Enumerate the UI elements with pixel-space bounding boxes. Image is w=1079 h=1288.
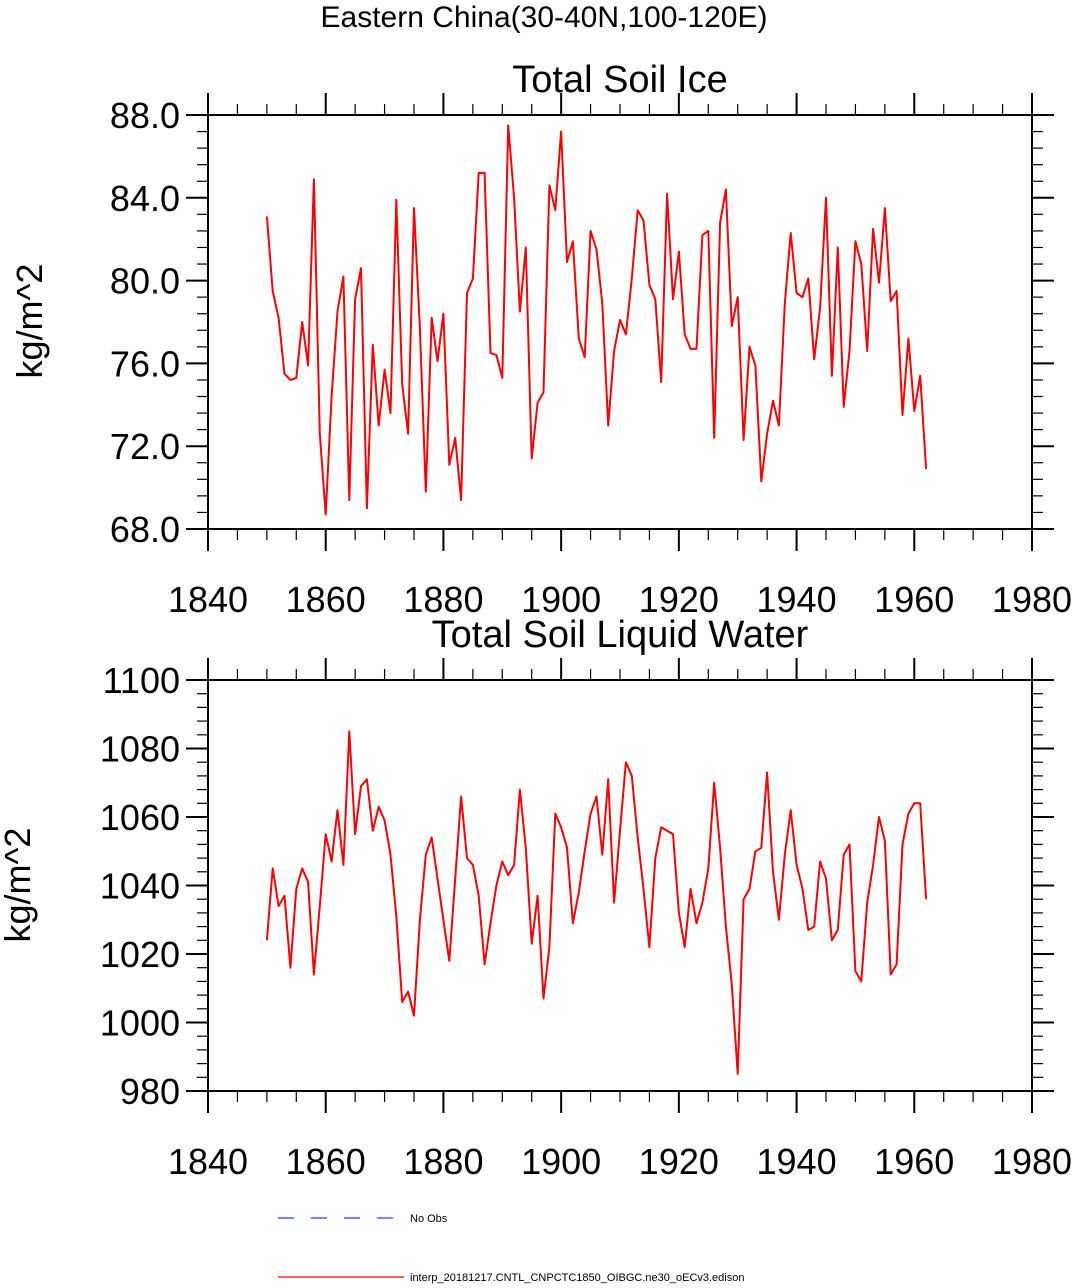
x-tick-label: 1860 [286,579,366,620]
x-tick-label: 1900 [521,579,601,620]
y-tick-label: 80.0 [110,261,180,302]
panel-total-soil-ice: Total Soil Ice kg/m^2 1840 1860 1880 1900 19… [9,59,1072,620]
figure-title: Eastern China(30-40N,100-120E) [321,1,768,34]
x-tick-label: 1880 [403,1141,483,1182]
panel-title: Total Soil Ice [512,59,727,101]
y-tick-label: 72.0 [110,426,180,467]
y-tick-label: 76.0 [110,343,180,384]
y-tick-label: 1020 [100,934,180,975]
y-axis-label: kg/m^2 [9,264,50,379]
x-tick-label: 1980 [992,579,1072,620]
x-tick-label: 1920 [639,579,719,620]
legend: No Obs interp_20181217.CNTL_CNPCTC1850_O… [278,1213,744,1284]
x-tick-label: 1920 [639,1141,719,1182]
plot-frame [207,679,1033,1092]
axis-ticks: 1840 1860 1880 1900 1920 1940 1960 1980 68.0 72.0… [110,93,1072,620]
y-tick-label: 88.0 [110,95,180,136]
x-tick-label: 1840 [168,579,248,620]
legend-label-no-obs: No Obs [410,1213,448,1225]
x-tick-label: 1880 [403,579,483,620]
panel-title: Total Soil Liquid Water [432,614,809,656]
x-tick-label: 1980 [992,1141,1072,1182]
x-tick-label: 1860 [286,1141,366,1182]
y-tick-label: 1080 [100,729,180,770]
x-tick-label: 1960 [874,1141,954,1182]
x-tick-label: 1960 [874,579,954,620]
axis-ticks: 1840 1860 1880 1900 1920 1940 1960 1980 980 1000 1… [100,658,1072,1182]
series-line [265,124,928,516]
y-tick-label: 1100 [103,660,180,701]
x-tick-label: 1900 [521,1141,601,1182]
x-tick-label: 1940 [757,1141,837,1182]
x-tick-label: 1840 [168,1141,248,1182]
y-tick-label: 1040 [100,866,180,907]
y-tick-label: 980 [120,1071,180,1112]
y-tick-label: 68.0 [110,509,180,550]
series-line [265,730,928,1075]
y-tick-label: 1000 [100,1003,180,1044]
panel-total-soil-liquid-water: Total Soil Liquid Water kg/m^2 1840 1860 1… [0,614,1072,1182]
y-axis-label: kg/m^2 [0,828,38,943]
y-tick-label: 1060 [100,797,180,838]
legend-label-model: interp_20181217.CNTL_CNPCTC1850_OIBGC.ne… [410,1272,744,1284]
y-tick-label: 84.0 [110,178,180,219]
x-tick-label: 1940 [757,579,837,620]
